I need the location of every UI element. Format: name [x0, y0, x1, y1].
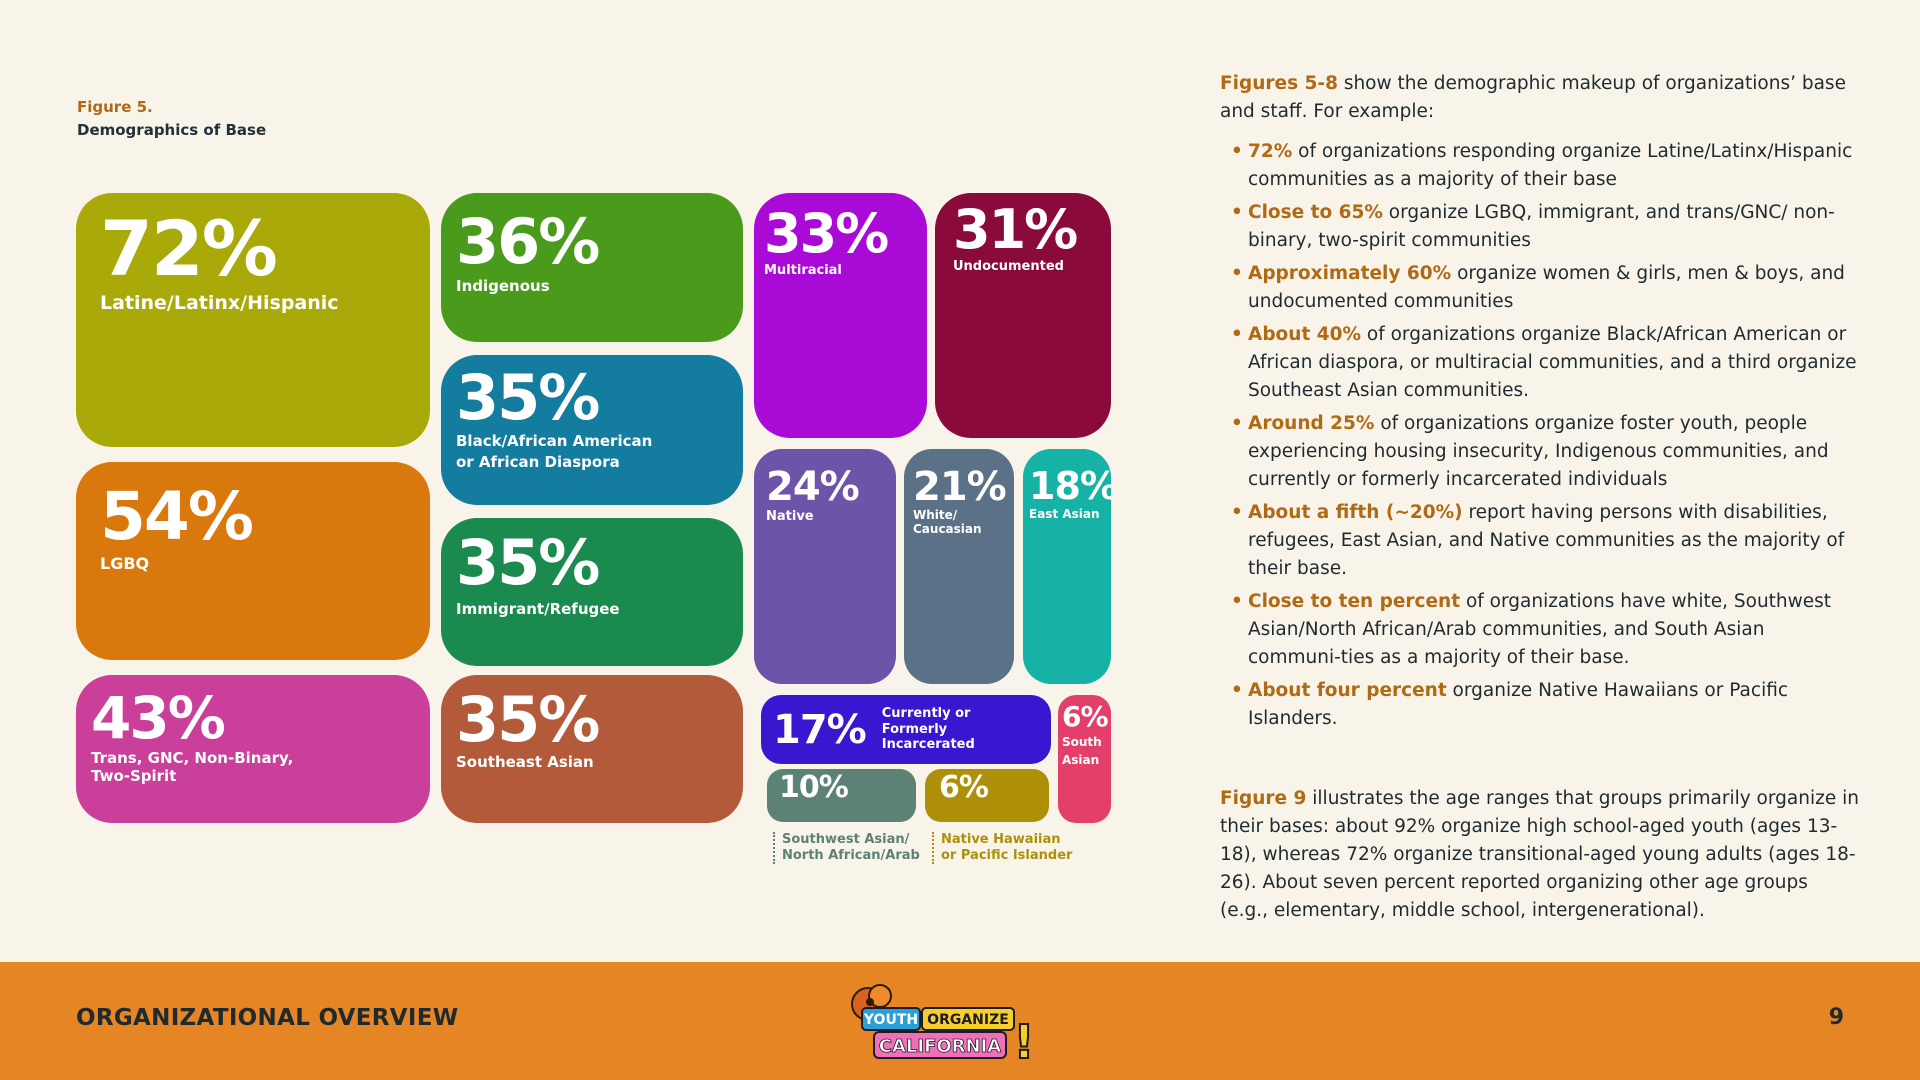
tile-label: Native — [766, 509, 814, 524]
tile-label: Latine/Latinx/Hispanic — [100, 292, 339, 314]
tile-percent: 6% — [939, 770, 989, 805]
list-item: • About four percent organize Native Hawa… — [1231, 677, 1860, 733]
figure-number: Figure 5. — [77, 98, 153, 116]
intro-text: show the demographic makeup of organizat… — [1220, 73, 1846, 122]
list-item: • Close to ten percent of organizations h… — [1231, 588, 1860, 672]
tile-percent: 35% — [456, 683, 600, 756]
bullet-icon: • — [1231, 324, 1243, 345]
tile-label: Trans, GNC, Non-Binary, Two-Spirit — [91, 749, 294, 785]
list-item: • Close to 65% organize LGBQ, immigrant, … — [1231, 199, 1860, 255]
logo-exclaim: ! — [1014, 1015, 1035, 1069]
tile-percent: 18% — [1029, 464, 1111, 508]
figure-title: Demographics of Base — [77, 121, 267, 139]
tile-east-asian: 18% East Asian — [1023, 449, 1111, 684]
bullet-icon: • — [1231, 413, 1243, 434]
tile-label: Southeast Asian — [456, 753, 594, 771]
tile-percent: 21% — [913, 464, 1007, 510]
figure9-text: illustrates the age ranges that groups p… — [1220, 788, 1859, 921]
tile-undocumented: 31% Undocumented — [935, 193, 1111, 438]
figure9-paragraph: Figure 9 illustrates the age ranges that… — [1220, 785, 1860, 925]
tile-percent: 35% — [456, 361, 600, 434]
page-number: 9 — [1828, 1005, 1844, 1030]
tile-percent: 33% — [764, 202, 889, 265]
tile-black: 35% Black/African American or African Di… — [441, 355, 743, 505]
note-label: Southwest Asian/ North African/Arab — [782, 832, 920, 863]
tile-label: White/ Caucasian — [913, 508, 982, 536]
tile-white: 21% White/ Caucasian — [904, 449, 1014, 684]
tile-label: Immigrant/Refugee — [456, 600, 620, 618]
tile-label: Multiracial — [764, 263, 842, 278]
tile-latine: 72% Latine/Latinx/Hispanic — [76, 193, 430, 447]
tile-immigrant: 35% Immigrant/Refugee — [441, 518, 743, 666]
tile-multiracial: 33% Multiracial — [754, 193, 927, 438]
tile-label: East Asian — [1029, 507, 1100, 521]
logo-word-1a: YOUTH — [863, 1012, 918, 1028]
logo-word-2: CALIFORNIA — [879, 1036, 1002, 1057]
tile-percent: 10% — [779, 770, 849, 805]
note-label: Native Hawaiian or Pacific Islander — [941, 832, 1073, 863]
list-item: • Around 25% of organizations organize fo… — [1231, 410, 1860, 494]
tile-label: South Asian — [1062, 735, 1102, 767]
bullet-icon: • — [1231, 202, 1243, 223]
tile-percent: 36% — [456, 205, 600, 278]
footer-bar: ORGANIZATIONAL OVERVIEW YOUTH ORGANIZE C… — [0, 962, 1920, 1080]
tile-lgbq: 54% LGBQ — [76, 462, 430, 660]
list-item: • About a fifth (~20%) report having pers… — [1231, 499, 1860, 583]
section-title: ORGANIZATIONAL OVERVIEW — [76, 1005, 459, 1031]
body-text: Figures 5-8 show the demographic makeup … — [1220, 70, 1860, 925]
list-item: • Approximately 60% organize women & girl… — [1231, 260, 1860, 316]
tile-trans: 43% Trans, GNC, Non-Binary, Two-Spirit — [76, 675, 430, 823]
figure-caption: Figure 5. Demographics of Base — [77, 96, 266, 142]
tile-label: LGBQ — [100, 554, 150, 573]
tile-percent: 72% — [100, 204, 278, 293]
tile-percent: 24% — [766, 464, 860, 510]
tile-percent: 17% — [773, 706, 867, 753]
tile-percent: 43% — [91, 684, 226, 752]
bullet-icon: • — [1231, 591, 1243, 612]
tile-label: Currently or Formerly Incarcerated — [881, 706, 975, 753]
bullet-icon: • — [1231, 680, 1243, 701]
findings-list: • 72% of organizations responding organiz… — [1220, 138, 1860, 733]
note-swana: Southwest Asian/ North African/Arab — [773, 832, 920, 864]
tile-label: Black/African American or African Diaspo… — [456, 432, 653, 471]
tile-percent: 6% — [1062, 700, 1109, 733]
tile-percent: 35% — [456, 526, 600, 599]
tile-native: 24% Native — [754, 449, 896, 684]
logo-word-1b: ORGANIZE — [927, 1012, 1009, 1028]
bullet-icon: • — [1231, 502, 1243, 523]
bullet-icon: • — [1231, 141, 1243, 162]
tile-percent: 54% — [100, 478, 254, 555]
tile-percent: 31% — [953, 198, 1078, 261]
intro-highlight: Figures 5-8 — [1220, 73, 1338, 94]
tile-label: Indigenous — [456, 277, 550, 295]
tile-swana: 10% — [767, 769, 916, 822]
logo: YOUTH ORGANIZE CALIFORNIA ! — [851, 984, 1035, 1070]
intro-paragraph: Figures 5-8 show the demographic makeup … — [1220, 70, 1860, 126]
bullet-icon: • — [1231, 263, 1243, 284]
tile-southeast-asian: 35% Southeast Asian — [441, 675, 743, 823]
list-item: • 72% of organizations responding organiz… — [1231, 138, 1860, 194]
figure9-highlight: Figure 9 — [1220, 788, 1307, 809]
tile-pacific: 6% — [925, 769, 1049, 822]
tile-indigenous: 36% Indigenous — [441, 193, 743, 342]
tile-south-asian: 6% South Asian — [1058, 695, 1111, 823]
tile-incarcerated: 17% Currently or Formerly Incarcerated — [761, 695, 1051, 764]
list-item: • About 40% of organizations organize Bla… — [1231, 321, 1860, 405]
note-pacific: Native Hawaiian or Pacific Islander — [932, 832, 1072, 864]
tile-label: Undocumented — [953, 259, 1064, 274]
